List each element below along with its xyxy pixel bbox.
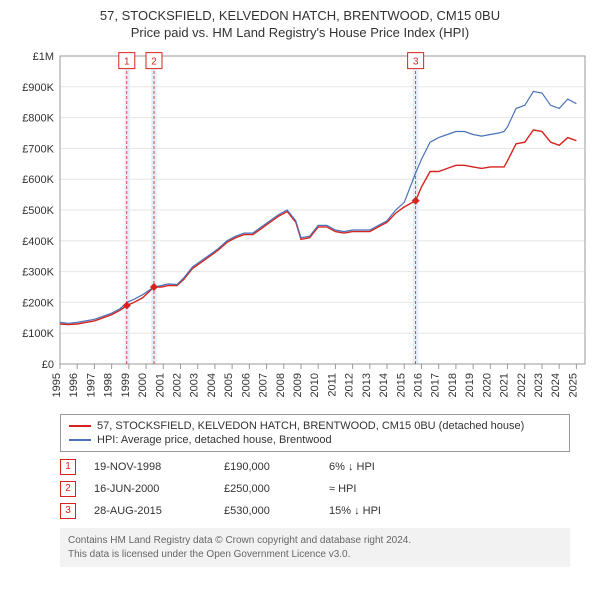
sale-badge-3: 3: [60, 503, 76, 519]
svg-text:2015: 2015: [395, 373, 407, 397]
sale-rel-2: ≈ HPI: [329, 483, 356, 495]
svg-text:1997: 1997: [85, 373, 97, 397]
svg-text:2022: 2022: [516, 373, 528, 397]
price-vs-hpi-chart: £0 £100K £200K £300K £400K £500K £600K £700K £80…: [0, 46, 600, 406]
svg-text:2014: 2014: [378, 373, 390, 397]
sale-price-3: £530,000: [224, 505, 329, 517]
svg-text:£800K: £800K: [22, 113, 54, 125]
legend-item-hpi: HPI: Average price, detached house, Bren…: [69, 433, 561, 447]
legend-swatch-subject: [69, 425, 91, 427]
svg-text:1: 1: [124, 56, 130, 67]
legend: 57, STOCKSFIELD, KELVEDON HATCH, BRENTWO…: [60, 414, 570, 452]
svg-text:2016: 2016: [412, 373, 424, 397]
svg-text:2008: 2008: [275, 373, 287, 397]
svg-text:2001: 2001: [154, 373, 166, 397]
svg-text:2: 2: [151, 56, 157, 67]
svg-text:£100K: £100K: [22, 328, 54, 340]
sale-row-3: 3 28-AUG-2015 £530,000 15% ↓ HPI: [60, 500, 570, 522]
sale-badge-1: 1: [60, 459, 76, 475]
sale-rel-3: 15% ↓ HPI: [329, 505, 381, 517]
svg-text:£300K: £300K: [22, 267, 54, 279]
chart-svg: £0 £100K £200K £300K £400K £500K £600K £700K £80…: [0, 46, 600, 406]
svg-text:2003: 2003: [189, 373, 201, 397]
svg-text:2025: 2025: [567, 373, 579, 397]
svg-text:2009: 2009: [292, 373, 304, 397]
legend-label-subject: 57, STOCKSFIELD, KELVEDON HATCH, BRENTWO…: [97, 420, 524, 432]
svg-text:2000: 2000: [137, 373, 149, 397]
svg-text:3: 3: [413, 56, 419, 67]
svg-text:2020: 2020: [481, 373, 493, 397]
svg-text:2005: 2005: [223, 373, 235, 397]
svg-text:£500K: £500K: [22, 205, 54, 217]
sale-badge-2: 2: [60, 481, 76, 497]
svg-text:1996: 1996: [68, 373, 80, 397]
svg-text:£1M: £1M: [33, 51, 54, 63]
svg-text:2013: 2013: [361, 373, 373, 397]
legend-swatch-hpi: [69, 439, 91, 441]
attribution-line2: This data is licensed under the Open Gov…: [68, 548, 562, 562]
svg-text:£0: £0: [42, 359, 54, 371]
svg-text:£400K: £400K: [22, 236, 54, 248]
sale-date-2: 16-JUN-2000: [94, 483, 224, 495]
svg-text:2021: 2021: [499, 373, 511, 397]
svg-text:2019: 2019: [464, 373, 476, 397]
sale-row-1: 1 19-NOV-1998 £190,000 6% ↓ HPI: [60, 456, 570, 478]
sale-row-2: 2 16-JUN-2000 £250,000 ≈ HPI: [60, 478, 570, 500]
chart-title-line2: Price paid vs. HM Land Registry's House …: [10, 25, 590, 40]
svg-text:2004: 2004: [206, 373, 218, 397]
svg-text:2011: 2011: [326, 373, 338, 397]
svg-text:£700K: £700K: [22, 143, 54, 155]
svg-text:2002: 2002: [171, 373, 183, 397]
legend-item-subject: 57, STOCKSFIELD, KELVEDON HATCH, BRENTWO…: [69, 419, 561, 433]
svg-text:£200K: £200K: [22, 297, 54, 309]
sale-price-2: £250,000: [224, 483, 329, 495]
sale-rel-1: 6% ↓ HPI: [329, 461, 375, 473]
svg-text:2007: 2007: [258, 373, 270, 397]
svg-text:1999: 1999: [120, 373, 132, 397]
svg-text:2023: 2023: [533, 373, 545, 397]
attribution-line1: Contains HM Land Registry data © Crown c…: [68, 534, 562, 548]
svg-text:1995: 1995: [51, 373, 63, 397]
svg-text:2010: 2010: [309, 373, 321, 397]
svg-text:2006: 2006: [240, 373, 252, 397]
attribution-box: Contains HM Land Registry data © Crown c…: [60, 528, 570, 567]
svg-text:£600K: £600K: [22, 174, 54, 186]
sale-price-1: £190,000: [224, 461, 329, 473]
svg-text:2012: 2012: [344, 373, 356, 397]
svg-text:1998: 1998: [103, 373, 115, 397]
chart-title-block: 57, STOCKSFIELD, KELVEDON HATCH, BRENTWO…: [0, 0, 600, 46]
sale-date-1: 19-NOV-1998: [94, 461, 224, 473]
svg-text:2017: 2017: [430, 373, 442, 397]
svg-text:£900K: £900K: [22, 82, 54, 94]
chart-title-line1: 57, STOCKSFIELD, KELVEDON HATCH, BRENTWO…: [10, 8, 590, 23]
sale-date-3: 28-AUG-2015: [94, 505, 224, 517]
legend-label-hpi: HPI: Average price, detached house, Bren…: [97, 434, 332, 446]
svg-text:2018: 2018: [447, 373, 459, 397]
svg-text:2024: 2024: [550, 373, 562, 397]
sales-table: 1 19-NOV-1998 £190,000 6% ↓ HPI 2 16-JUN…: [60, 456, 570, 522]
